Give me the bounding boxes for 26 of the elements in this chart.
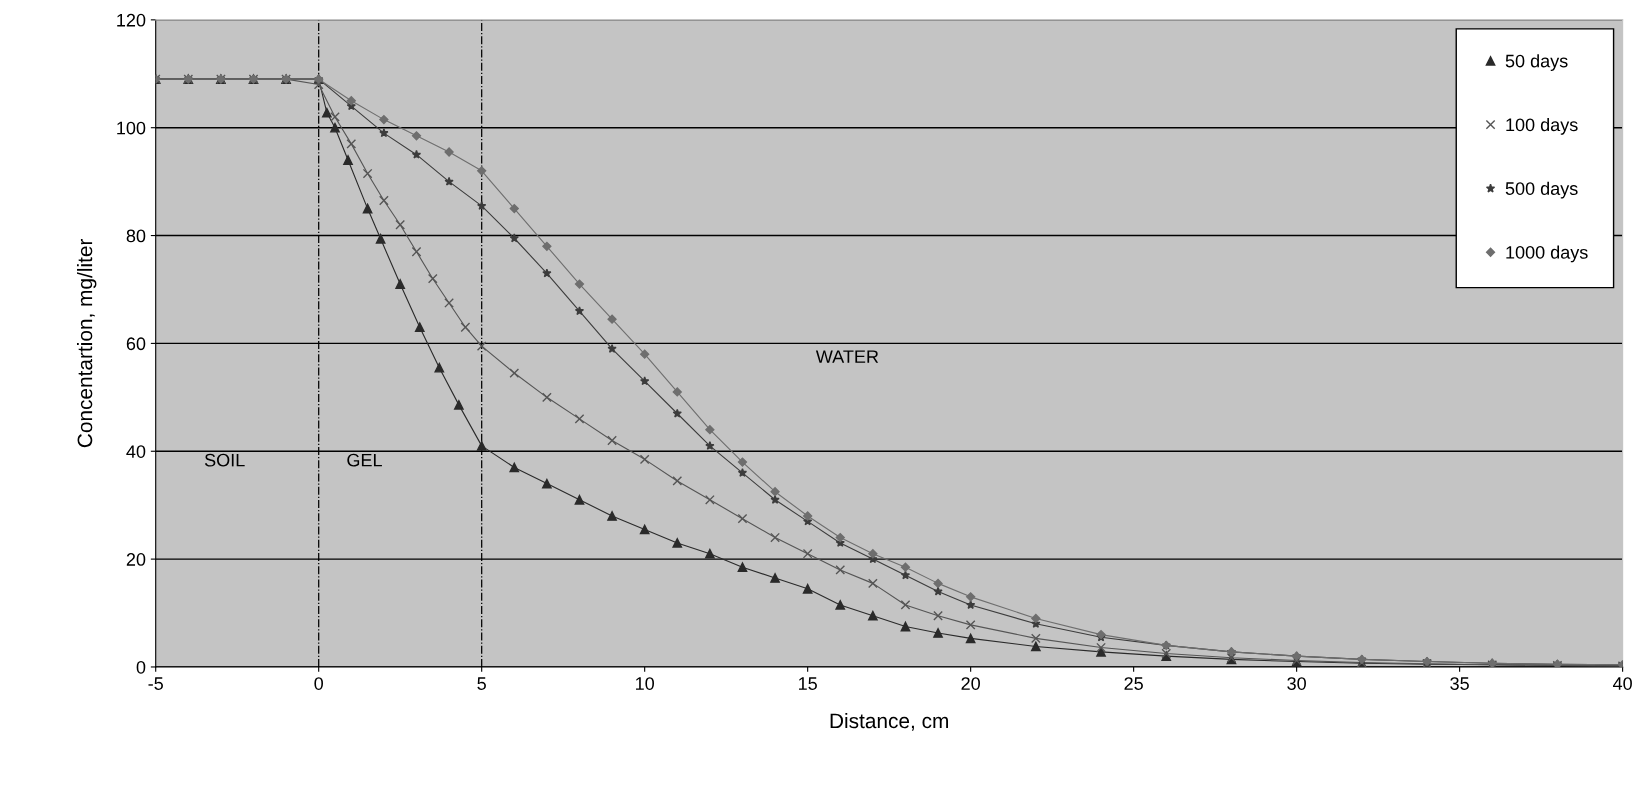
y-tick-label: 20 (126, 553, 146, 566)
x-tick-label: 5 (477, 677, 486, 690)
y-axis-title: Concentartion, mg/liter (77, 238, 97, 448)
annotation: GEL (347, 453, 382, 467)
legend-label: 100 days (1506, 117, 1578, 135)
x-tick-label: 40 (1612, 677, 1632, 690)
x-axis-title: Distance, cm (830, 712, 948, 731)
legend-label: 1000 days (1506, 245, 1588, 263)
legend-label: 50 days (1505, 54, 1568, 71)
y-tick-label: 0 (136, 660, 146, 674)
x-tick-label: 15 (799, 677, 817, 690)
y-tick-label: 40 (126, 445, 146, 458)
y-tick-label: 120 (117, 13, 146, 27)
legend-label: 500 days (1505, 181, 1578, 199)
annotation: WATER (815, 350, 879, 363)
y-tick-label: 60 (126, 337, 146, 351)
x-tick-label: 0 (314, 677, 324, 690)
x-tick-label: 35 (1450, 677, 1469, 690)
x-tick-label: -5 (148, 677, 163, 690)
x-tick-label: 10 (636, 677, 655, 690)
x-tick-label: 30 (1287, 677, 1306, 690)
y-tick-label: 100 (117, 121, 146, 135)
y-tick-label: 80 (126, 229, 146, 243)
x-tick-label: 25 (1124, 677, 1143, 690)
x-tick-label: 20 (961, 677, 980, 690)
annotation: SOIL (204, 453, 245, 467)
